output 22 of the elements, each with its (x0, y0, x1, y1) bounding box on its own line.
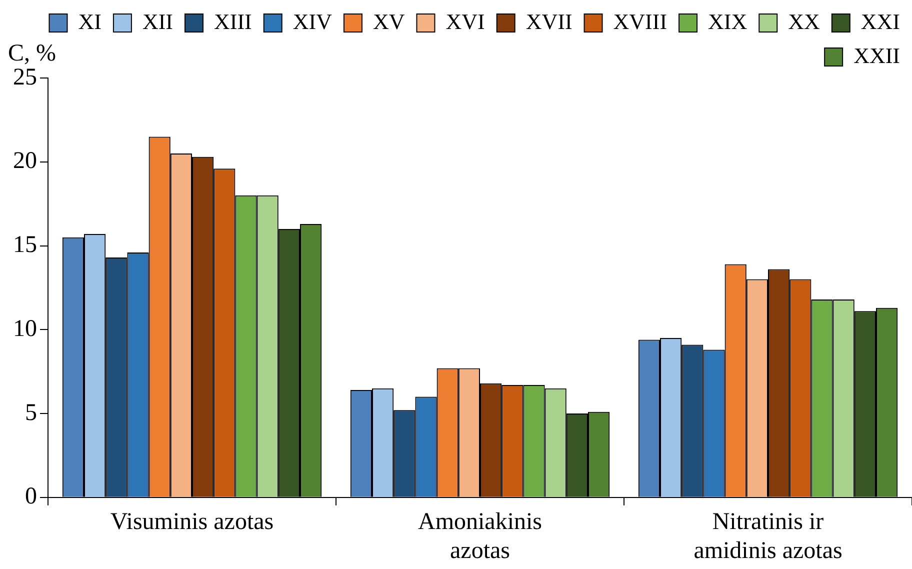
legend-label: XIII (214, 8, 252, 34)
legend-label: XVI (446, 8, 485, 34)
y-tick-label: 20 (13, 148, 37, 174)
legend-label: XIV (292, 8, 332, 34)
y-tick-label: 15 (13, 232, 37, 258)
legend-label: XII (142, 8, 173, 34)
legend-label: XI (78, 8, 102, 34)
legend-label: XVIII (613, 8, 668, 34)
y-tick-label: 10 (13, 316, 37, 342)
legend-label: XVII (526, 8, 572, 34)
legend-label: XV (372, 8, 405, 34)
legend-label: XXI (860, 8, 900, 34)
legend-label: XIX (708, 8, 748, 34)
y-tick-label: 5 (25, 400, 37, 426)
y-axis-title: C, % (8, 40, 56, 66)
x-tick-label: Visuminis azotas (110, 509, 274, 536)
y-tick-label: 25 (13, 64, 37, 90)
legend-label: XX (788, 8, 820, 34)
legend-label: XXII (854, 42, 900, 68)
x-tick-label: Nitratinis ir amidinis azotas (694, 509, 842, 564)
x-tick-label: Amoniakinis azotas (418, 509, 542, 564)
y-tick-label: 0 (25, 484, 37, 510)
